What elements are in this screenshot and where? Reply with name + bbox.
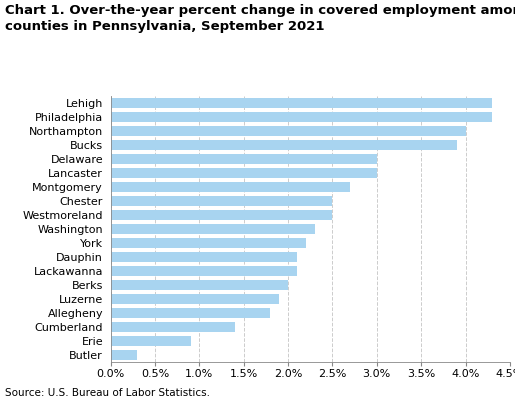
Bar <box>111 224 315 234</box>
Bar <box>111 280 288 290</box>
Bar <box>111 112 492 122</box>
Bar <box>111 294 279 304</box>
Bar <box>111 196 333 206</box>
Bar <box>111 266 297 276</box>
Bar <box>111 98 492 108</box>
Bar <box>111 252 297 262</box>
Bar <box>111 336 191 346</box>
Bar <box>111 168 377 178</box>
Bar <box>111 182 350 192</box>
Bar <box>111 308 270 318</box>
Bar <box>111 126 466 136</box>
Bar <box>111 154 377 164</box>
Bar <box>111 238 306 248</box>
Bar <box>111 210 333 220</box>
Bar <box>111 350 138 360</box>
Text: Source: U.S. Bureau of Labor Statistics.: Source: U.S. Bureau of Labor Statistics. <box>5 388 210 398</box>
Bar <box>111 322 235 332</box>
Bar <box>111 140 457 150</box>
Text: Chart 1. Over-the-year percent change in covered employment among the largest
co: Chart 1. Over-the-year percent change in… <box>5 4 515 33</box>
